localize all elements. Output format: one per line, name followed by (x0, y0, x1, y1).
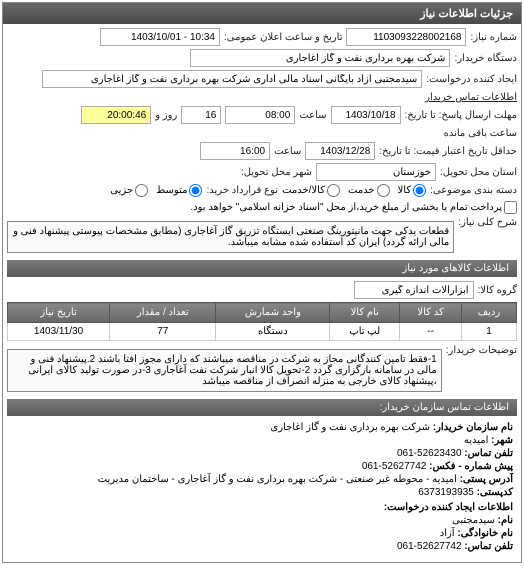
province-label: استان محل تحویل: (440, 167, 517, 178)
phone2-value: 52627742-061 (397, 541, 462, 552)
radio-mid[interactable]: متوسط (156, 184, 202, 197)
supply-type-label: دسته بندی موضوعی: (430, 185, 517, 196)
cell-code: -- (400, 323, 462, 341)
radio-service-input[interactable] (377, 184, 390, 197)
fax-value: 52627742-061 (362, 461, 427, 472)
announce-label: تاریخ و ساعت اعلان عمومی: (224, 32, 343, 43)
time-label-1: ساعت (299, 110, 326, 121)
radio-small-label: جزیی (110, 185, 133, 196)
validity-date-field (305, 142, 375, 160)
payment-label: پرداخت تمام یا بخشی از مبلغ خرید،از محل … (190, 202, 502, 213)
contact-title: اطلاعات تماس سازمان خریدار: (7, 399, 517, 416)
radio-small-input[interactable] (135, 184, 148, 197)
phone-value: 52623430-061 (397, 448, 462, 459)
fax-label: پیش شماره - فکس: (429, 461, 513, 472)
buyer-contact-link[interactable]: اطلاعات تماس خریدار (425, 92, 517, 103)
time-label-2: ساعت (274, 146, 301, 157)
family-value: آزاد (440, 528, 455, 539)
cell-name: لپ تاپ (330, 323, 400, 341)
family-label: نام خانوادگی: (457, 528, 513, 539)
col-qty: تعداد / مقدار (110, 303, 216, 323)
city-value: امیدیه (464, 435, 489, 446)
goods-panel-title: اطلاعات کالاهای مورد نیاز (7, 260, 517, 277)
postal-label: آدرس پستی: (460, 474, 513, 485)
supply-type-group: کالا خدمت کالا/خدمت (282, 184, 426, 197)
agreement-label: نوع قرارداد خرید: (206, 185, 278, 196)
radio-small[interactable]: جزیی (110, 184, 148, 197)
remain-label: ساعت باقی مانده (444, 128, 517, 139)
desc-label: شرح کلی نیاز: (458, 217, 517, 228)
province-field (316, 163, 436, 181)
panel-title: جزئیات اطلاعات نیاز (3, 3, 521, 24)
notes-box: 1-فقط تامین کنندگانی مجاز به شرکت در منا… (7, 349, 442, 392)
radio-both-label: کالا/خدمت (282, 185, 325, 196)
col-unit: واحد شمارش (216, 303, 330, 323)
cell-unit: دستگاه (216, 323, 330, 341)
radio-mid-input[interactable] (189, 184, 202, 197)
radio-service[interactable]: خدمت (348, 184, 390, 197)
col-row: ردیف (461, 303, 516, 323)
radio-both-input[interactable] (327, 184, 340, 197)
col-name: نام کالا (330, 303, 400, 323)
response-deadline-label: مهلت ارسال پاسخ: تا تاریخ: (405, 110, 517, 121)
remain-days-field (181, 106, 221, 124)
response-time-field (225, 106, 295, 124)
org-value: شرکت بهره برداری نفت و گاز اغاجاری (270, 422, 430, 433)
org-label: نام سازمان خریدار: (433, 422, 513, 433)
table-header-row: ردیف کد کالا نام کالا واحد شمارش تعداد /… (8, 303, 517, 323)
group-label: گروه کالا: (478, 285, 517, 296)
name-label: نام: (498, 515, 513, 526)
agreement-group: متوسط جزیی (110, 184, 202, 197)
radio-goods-input[interactable] (413, 184, 426, 197)
col-date: تاریخ نیاز (8, 303, 110, 323)
group-field (354, 281, 474, 299)
city-label: شهر: (491, 435, 513, 446)
name-value: سیدمجتبی (452, 515, 495, 526)
response-date-field (331, 106, 401, 124)
zip-value: 6373193935 (418, 487, 474, 498)
need-no-label: شماره نیاز: (470, 32, 517, 43)
cell-date: 1403/11/30 (8, 323, 110, 341)
buyer-label: دستگاه خریدار: (454, 53, 517, 64)
phone2-label: تلفن تماس: (464, 541, 513, 552)
validity-label: حداقل تاریخ اعتبار قیمت: تا تاریخ: (379, 146, 517, 157)
radio-goods[interactable]: کالا (398, 184, 427, 197)
cell-row: 1 (461, 323, 516, 341)
radio-mid-label: متوسط (156, 185, 187, 196)
validity-time-field (200, 142, 270, 160)
cell-qty: 77 (110, 323, 216, 341)
table-row: 1 -- لپ تاپ دستگاه 77 1403/11/30 (8, 323, 517, 341)
payment-checkbox-input[interactable] (504, 201, 517, 214)
postal-value: امیدیه - محوطه غیر صنعتی - شرکت بهره برد… (98, 474, 457, 485)
phone-label: تلفن تماس: (464, 448, 513, 459)
zip-label: کدپستی: (477, 487, 513, 498)
creator-title: اطلاعات ایجاد کننده درخواست: (11, 502, 513, 513)
desc-box: قطعات یدکی جهت مانیتورینگ صنعتی ایستگاه … (7, 221, 454, 253)
day-label: روز و (155, 110, 177, 121)
city-delivery-label: شهر محل تحویل: (241, 167, 312, 178)
radio-goods-label: کالا (398, 185, 412, 196)
remain-time-field (81, 106, 151, 124)
goods-table: ردیف کد کالا نام کالا واحد شمارش تعداد /… (7, 302, 517, 341)
payment-checkbox[interactable]: پرداخت تمام یا بخشی از مبلغ خرید،از محل … (190, 201, 517, 214)
notes-label: توضیحات خریدار: (446, 345, 517, 356)
need-no-field (346, 28, 466, 46)
radio-both[interactable]: کالا/خدمت (282, 184, 340, 197)
buyer-field (190, 49, 450, 67)
requester-label: ایجاد کننده درخواست: (426, 74, 517, 85)
col-code: کد کالا (400, 303, 462, 323)
announce-field (100, 28, 220, 46)
radio-service-label: خدمت (348, 185, 375, 196)
requester-field (42, 70, 422, 88)
